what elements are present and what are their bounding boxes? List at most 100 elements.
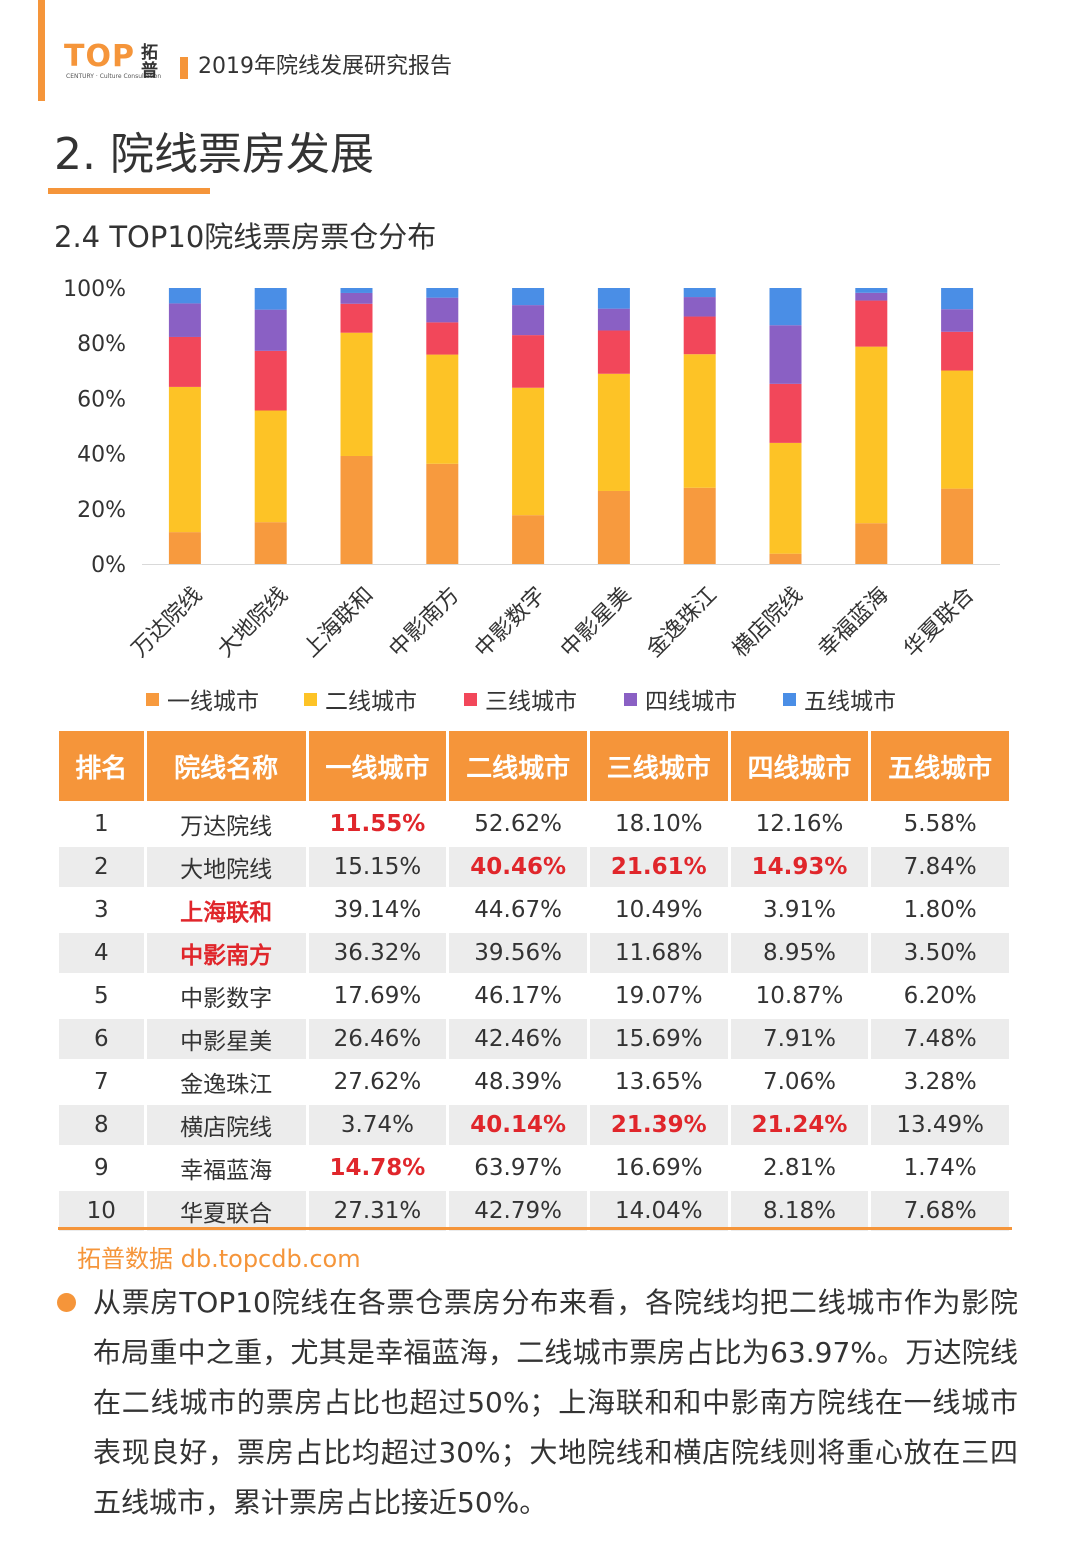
chart-canvas: 0% 20% 40% 60% 80% 100% 万达院线 大地院线 上海联和 中影南方 中影数字 中影… — [63, 277, 1000, 715]
table-cell: 10.87% — [730, 973, 869, 1016]
table-cell: 万达院线 — [146, 801, 306, 844]
bar-segment — [340, 288, 373, 293]
table-header-row: 排名 院线名称 一线城市 二线城市 三线城市 四线城市 五线城市 — [59, 731, 1009, 801]
table-cell: 3 — [59, 887, 144, 930]
table-cell: 7 — [59, 1059, 144, 1102]
bar-segment — [168, 336, 201, 387]
y-tick-label: 0% — [91, 553, 126, 578]
section-title: 2. 院线票房发展 — [54, 129, 374, 180]
table-row: 7 金逸珠江 27.62% 48.39% 13.65% 7.06% 3.28% — [59, 1059, 1009, 1102]
bar-segment — [254, 410, 287, 523]
table-cell: 3.28% — [871, 1059, 1009, 1102]
column-header: 院线名称 — [146, 731, 306, 801]
section-underline — [48, 188, 210, 194]
bar-segment — [683, 354, 716, 488]
bar-segment — [769, 325, 802, 384]
table-cell: 18.10% — [589, 801, 728, 844]
table-cell: 5.58% — [871, 801, 1009, 844]
table-cell: 1.74% — [871, 1145, 1009, 1188]
table-cell: 2 — [59, 844, 144, 887]
table-cell: 中影数字 — [146, 973, 306, 1016]
bar-segment — [426, 463, 459, 564]
column-header: 一线城市 — [308, 731, 447, 801]
table-cell: 华夏联合 — [146, 1188, 306, 1231]
table-row: 8 横店院线 3.74% 40.14% 21.39% 21.24% 13.49% — [59, 1102, 1009, 1145]
y-tick-label: 100% — [63, 277, 126, 302]
bar-segment — [597, 308, 630, 331]
bar-segment — [769, 553, 802, 564]
bar-segment — [254, 350, 287, 411]
data-source: 拓普数据 db.topcdb.com — [77, 1245, 361, 1273]
bar-segment — [168, 386, 201, 533]
table-cell: 27.62% — [308, 1059, 447, 1102]
x-tick-label: 幸福蓝海 — [814, 583, 894, 663]
table-row: 6 中影星美 26.46% 42.46% 15.69% 7.91% 7.48% — [59, 1016, 1009, 1059]
table-cell: 21.24% — [730, 1102, 869, 1145]
table-cell: 6.20% — [871, 973, 1009, 1016]
table-cell: 52.62% — [449, 801, 587, 844]
x-tick-label: 万达院线 — [127, 583, 207, 663]
table-cell: 13.65% — [589, 1059, 728, 1102]
report-title: 2019年院线发展研究报告 — [198, 54, 452, 79]
bar-segment — [340, 455, 373, 564]
table-cell: 13.49% — [871, 1102, 1009, 1145]
table-row: 2 大地院线 15.15% 40.46% 21.61% 14.93% 7.84% — [59, 844, 1009, 887]
bar-segment — [597, 490, 630, 564]
table-cell: 21.61% — [589, 844, 728, 887]
table-cell: 11.68% — [589, 930, 728, 973]
bar-segment — [340, 303, 373, 333]
table-cell: 8.95% — [730, 930, 869, 973]
table-cell: 7.84% — [871, 844, 1009, 887]
table-row: 3 上海联和 39.14% 44.67% 10.49% 3.91% 1.80% — [59, 887, 1009, 930]
table-cell: 15.69% — [589, 1016, 728, 1059]
bullet-dot — [57, 1293, 76, 1312]
x-tick-label: 横店院线 — [728, 583, 808, 663]
bar-segment — [340, 332, 373, 456]
y-tick-label: 20% — [77, 498, 126, 523]
bar-segment — [168, 532, 201, 564]
legend-label: 四线城市 — [645, 689, 737, 715]
logo-tagline: CENTURY · Culture Consultation — [66, 73, 162, 80]
table-cell: 大地院线 — [146, 844, 306, 887]
bar-segment — [512, 515, 545, 564]
table-cell: 39.56% — [449, 930, 587, 973]
bar-segment — [769, 288, 802, 326]
table-cell: 12.16% — [730, 801, 869, 844]
table-cell: 10 — [59, 1188, 144, 1231]
table-cell: 14.04% — [589, 1188, 728, 1231]
y-tick-label: 40% — [77, 443, 126, 468]
bar-segment — [426, 354, 459, 464]
left-accent-rule — [38, 0, 45, 101]
table-cell: 36.32% — [308, 930, 447, 973]
table-cell: 8 — [59, 1102, 144, 1145]
table-cell: 14.93% — [730, 844, 869, 887]
table-cell: 39.14% — [308, 887, 447, 930]
table-cell: 7.68% — [871, 1188, 1009, 1231]
table-cell: 44.67% — [449, 887, 587, 930]
top-logo: TOP CENTURY · Culture Consultation 拓普 — [64, 42, 164, 84]
table-cell: 21.39% — [589, 1102, 728, 1145]
table-row: 5 中影数字 17.69% 46.17% 19.07% 10.87% 6.20% — [59, 973, 1009, 1016]
x-tick-label: 中影数字 — [470, 583, 550, 663]
bar-segment — [340, 292, 373, 304]
bar-segment — [254, 309, 287, 351]
table-cell: 63.97% — [449, 1145, 587, 1188]
bar-segment — [941, 331, 974, 371]
table-cell: 1.80% — [871, 887, 1009, 930]
column-header: 四线城市 — [730, 731, 869, 801]
table-cell: 中影南方 — [146, 930, 306, 973]
legend-swatch — [624, 693, 637, 706]
logo-wordmark: TOP — [64, 39, 135, 74]
bar-segment — [512, 305, 545, 336]
bar-segment — [941, 488, 974, 564]
bar-segment — [941, 370, 974, 489]
table-cell: 17.69% — [308, 973, 447, 1016]
bar-segment — [855, 292, 888, 301]
table-cell: 11.55% — [308, 801, 447, 844]
table-cell: 40.14% — [449, 1102, 587, 1145]
distribution-table: 排名 院线名称 一线城市 二线城市 三线城市 四线城市 五线城市 1 万达院线 11.55% 52… — [56, 731, 1012, 1231]
column-header: 排名 — [59, 731, 144, 801]
bar-segment — [597, 330, 630, 374]
bar-segment — [683, 297, 716, 317]
bar-segment — [941, 288, 974, 310]
